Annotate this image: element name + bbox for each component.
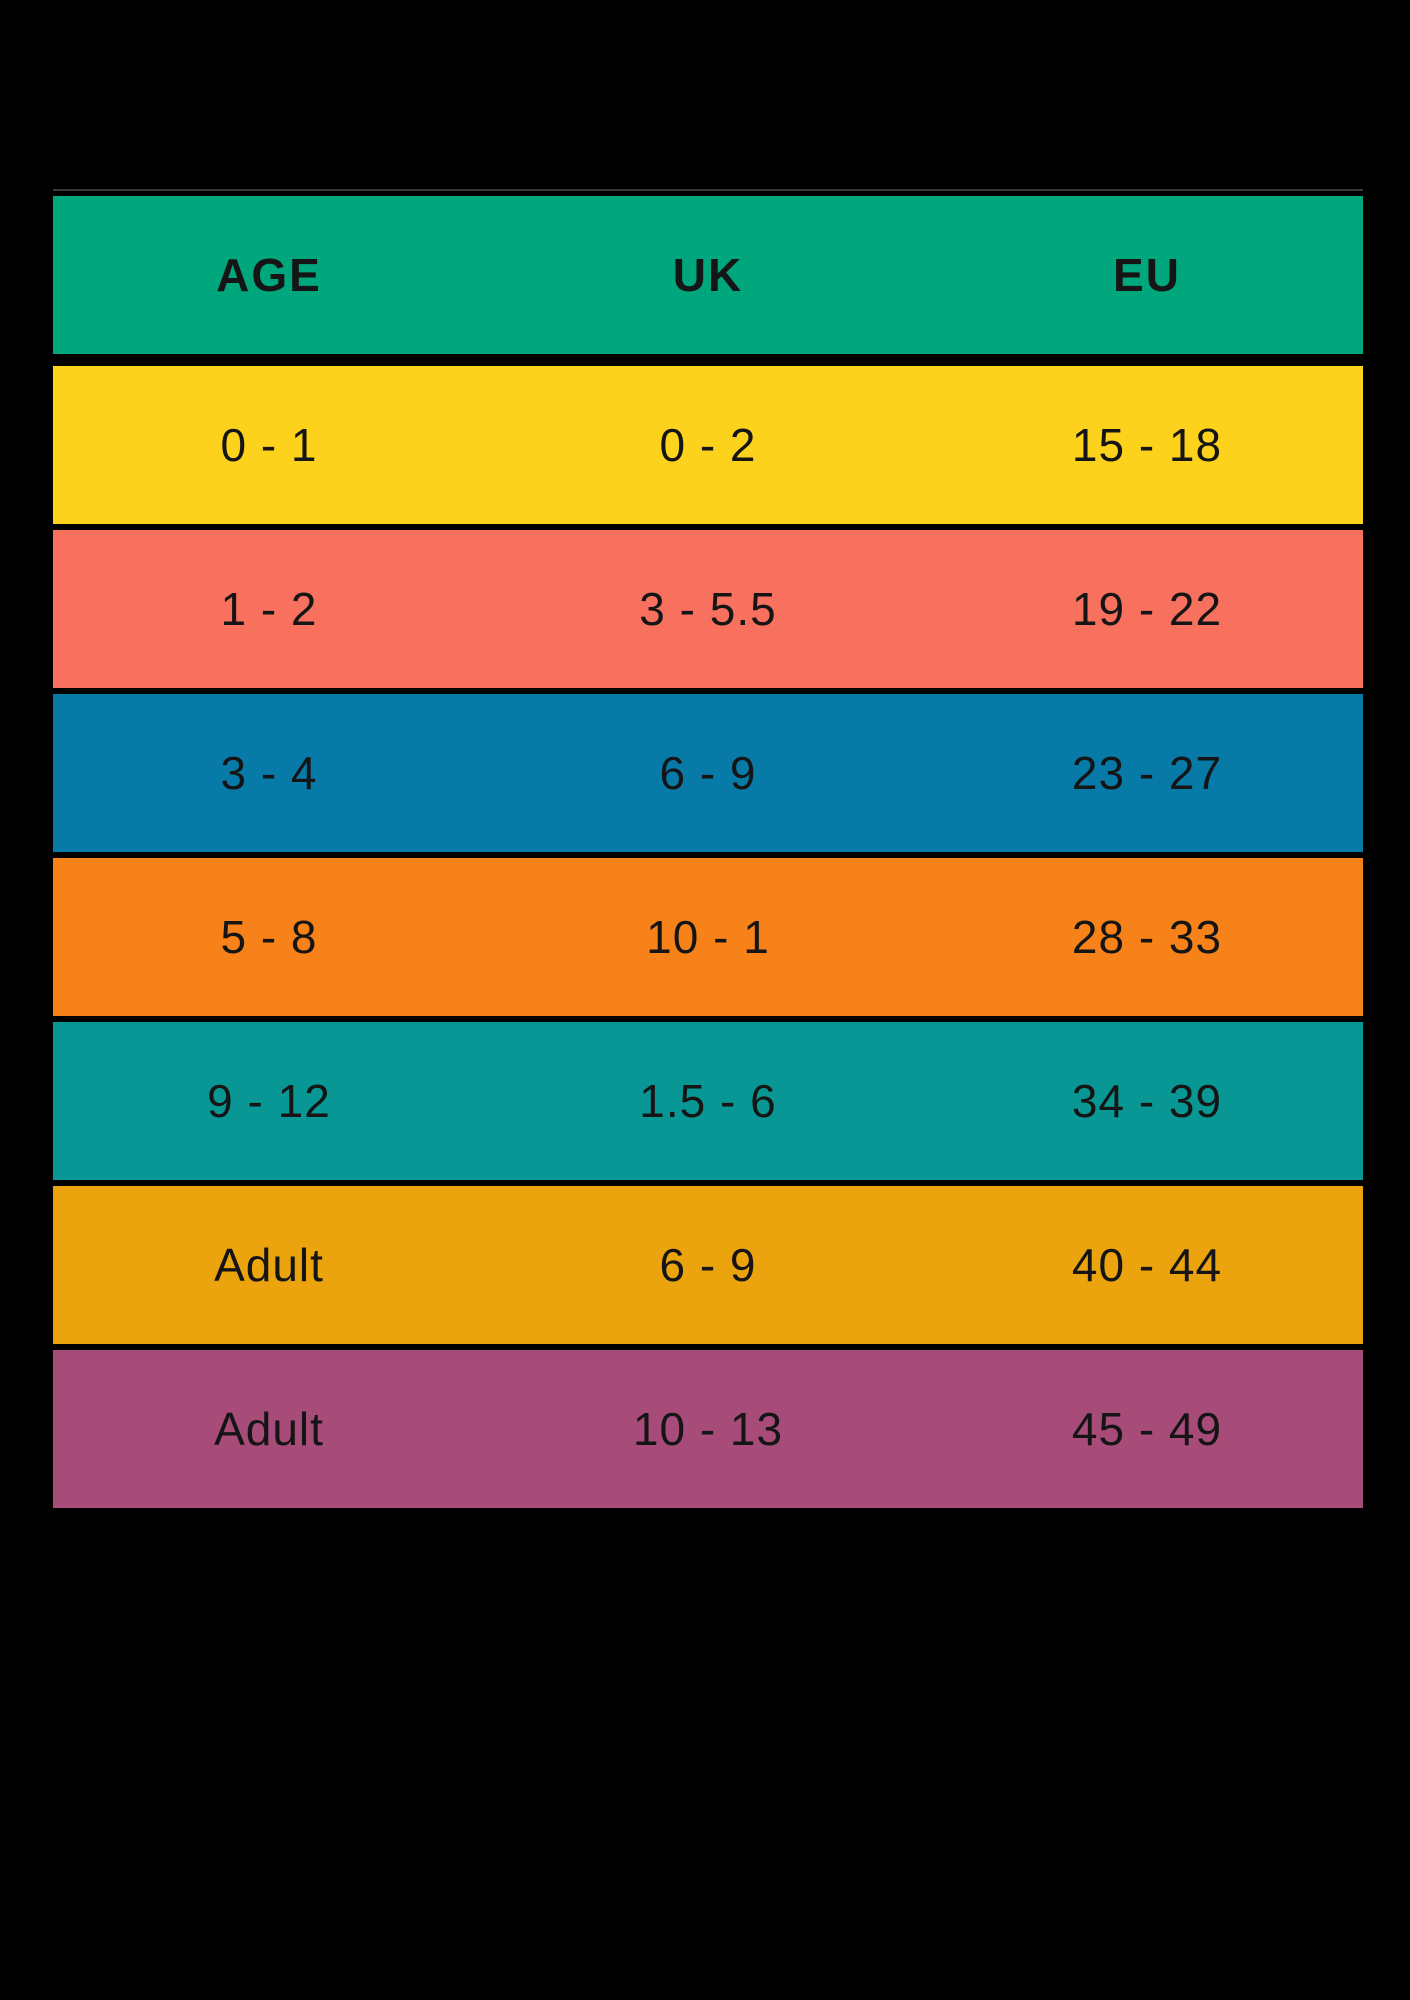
cell-uk: 0 - 2 [659,419,757,471]
cell-uk: 10 - 1 [646,911,770,963]
cell-uk: 3 - 5.5 [639,583,777,635]
cell-age: Adult [214,1239,324,1291]
cell-uk: 6 - 9 [659,1239,757,1291]
cell-eu: 45 - 49 [1071,1403,1223,1455]
table-row: 1 - 2 3 - 5.5 19 - 22 [53,530,1363,688]
cell-age: 5 - 8 [220,911,318,963]
table-row: 0 - 1 0 - 2 15 - 18 [53,366,1363,524]
size-chart-table: AGE UK EU 0 - 1 0 - 2 15 - 18 1 - 2 3 - … [53,189,1363,1508]
cell-age: 3 - 4 [220,747,318,799]
cell-uk: 6 - 9 [659,747,757,799]
table-row: Adult 6 - 9 40 - 44 [53,1186,1363,1344]
size-table-body: AGE UK EU 0 - 1 0 - 2 15 - 18 1 - 2 3 - … [53,196,1363,1508]
table-row: 3 - 4 6 - 9 23 - 27 [53,694,1363,852]
table-row: 5 - 8 10 - 1 28 - 33 [53,858,1363,1016]
header-cell-eu: EU [1113,249,1181,301]
cell-uk: 10 - 13 [632,1403,784,1455]
cell-eu: 34 - 39 [1071,1075,1223,1127]
cell-eu: 23 - 27 [1071,747,1223,799]
cell-eu: 40 - 44 [1071,1239,1223,1291]
table-row: 9 - 12 1.5 - 6 34 - 39 [53,1022,1363,1180]
cell-uk: 1.5 - 6 [639,1075,777,1127]
table-row: Adult 10 - 13 45 - 49 [53,1350,1363,1508]
header-row: AGE UK EU [53,196,1363,354]
header-cell-uk: UK [672,249,744,301]
cell-eu: 19 - 22 [1071,583,1223,635]
header-cell-age: AGE [216,249,322,301]
cell-age: 1 - 2 [220,583,318,635]
cell-age: Adult [214,1403,324,1455]
cell-age: 9 - 12 [207,1075,331,1127]
cell-eu: 28 - 33 [1071,911,1223,963]
cell-eu: 15 - 18 [1071,419,1223,471]
cell-age: 0 - 1 [220,419,318,471]
